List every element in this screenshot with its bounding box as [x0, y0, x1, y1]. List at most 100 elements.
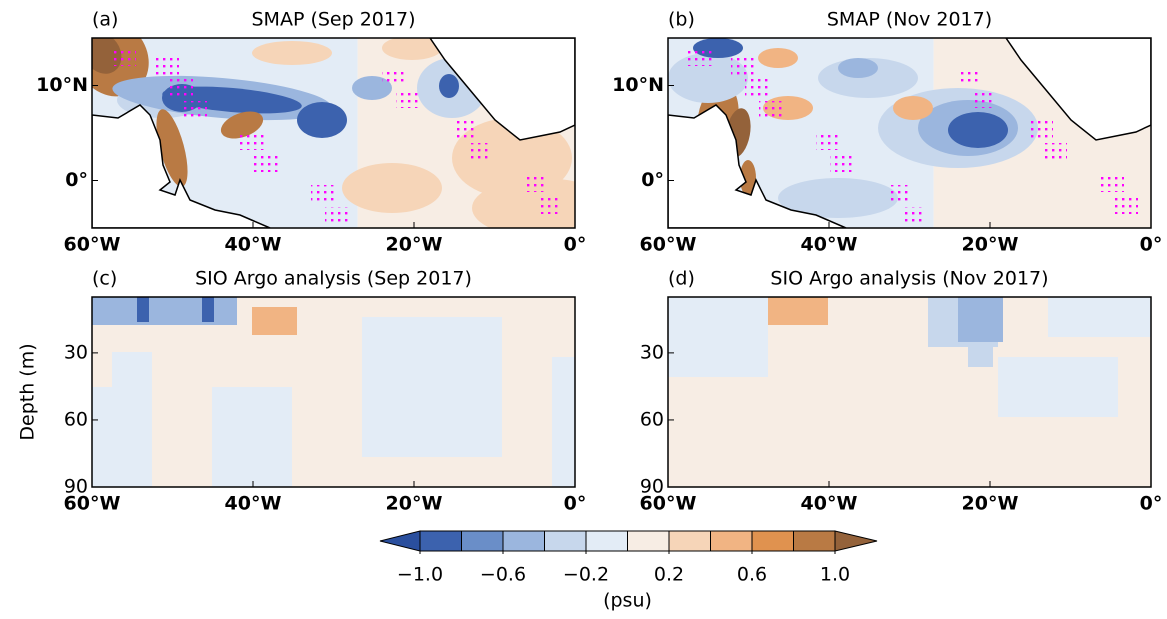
stipple [830, 154, 854, 172]
colorbar-unit: (psu) [603, 590, 652, 612]
x-tick-label: 60°W [640, 493, 697, 515]
stipple [254, 154, 278, 172]
stipple [155, 57, 179, 75]
field-patch [156, 109, 188, 187]
x-tick-label: 20°W [386, 493, 443, 515]
frame [667, 296, 1152, 488]
x-tick-label: 0° [564, 493, 587, 515]
stipple [112, 48, 136, 66]
colorbar-over [834, 530, 878, 552]
field-patch [362, 317, 502, 457]
field-patch [968, 342, 993, 367]
stipple [524, 174, 548, 192]
field-patch [552, 357, 575, 487]
field-patch [252, 41, 332, 65]
y-tick-label: 10°N [612, 74, 664, 96]
colorbar-box [502, 530, 545, 552]
field-patch [740, 160, 756, 196]
x-tick-label: 0° [1140, 493, 1163, 515]
y-tick-label: 0° [641, 169, 664, 191]
y-tick-label: 90 [640, 476, 664, 498]
y-tick-label: 30 [64, 341, 88, 363]
stipple [1114, 196, 1138, 214]
stipple [467, 143, 491, 161]
field [668, 297, 1151, 487]
stipple [183, 101, 207, 119]
stipple [972, 90, 996, 108]
stipple [958, 68, 982, 86]
stipple [688, 48, 712, 66]
x-tick-label: 40°W [801, 493, 858, 515]
x-tick-label: 40°W [225, 493, 282, 515]
field-patch [758, 48, 798, 68]
y-tick-label: 90 [64, 476, 88, 498]
land [429, 38, 575, 141]
field-patch [893, 96, 933, 120]
field-patch [778, 178, 898, 218]
colorbar-box [419, 530, 462, 552]
field-patch [998, 158, 1138, 218]
x-tick-label: 40°W [801, 234, 858, 256]
field-patch [252, 307, 297, 335]
colorbar-tick-label: −0.2 [563, 564, 609, 586]
colorbar-box [461, 530, 504, 552]
field-patch [112, 352, 152, 392]
colorbar-box [710, 530, 753, 552]
stipple [745, 79, 769, 97]
field [92, 38, 575, 228]
colorbar-under [379, 530, 421, 552]
colorbar-box [668, 530, 711, 552]
y-tick-label: 0° [65, 169, 88, 191]
stipple [759, 101, 783, 119]
field-patch [472, 178, 575, 228]
stipple [1043, 143, 1067, 161]
colorbar-tick-label: 0.6 [737, 564, 767, 586]
field-patch [958, 297, 1003, 342]
colorbar-box [793, 530, 836, 552]
frame [667, 37, 1152, 229]
stipple [311, 185, 335, 203]
colorbar-tick-label: −1.0 [397, 564, 443, 586]
panel-title: SIO Argo analysis (Sep 2017) [195, 268, 472, 290]
x-tick-label: 40°W [225, 234, 282, 256]
field-patch [220, 111, 264, 139]
panel-label: (a) [92, 9, 118, 31]
field-patch [92, 387, 152, 487]
stipple [1029, 121, 1053, 139]
land [1005, 38, 1151, 141]
x-tick-label: 60°W [64, 493, 121, 515]
colorbar-tick-label: −0.6 [480, 564, 526, 586]
panel-title: SMAP (Sep 2017) [252, 9, 416, 31]
frame [91, 37, 576, 229]
land [92, 104, 271, 228]
stipple [887, 185, 911, 203]
stipple [240, 132, 264, 150]
stipple [816, 132, 840, 150]
colorbar-box [544, 530, 587, 552]
stipple [169, 79, 193, 97]
y-tick-label: 60 [640, 408, 664, 430]
field-patch [948, 112, 1008, 148]
land [668, 104, 847, 228]
y-tick-label: 10°N [36, 74, 88, 96]
field-patch [668, 297, 768, 377]
colorbar-tick-label: 0.2 [654, 564, 684, 586]
field-patch [768, 297, 828, 325]
y-tick-label: 30 [640, 341, 664, 363]
panel-label: (d) [668, 268, 695, 290]
x-tick-label: 20°W [386, 234, 443, 256]
panel-label: (b) [668, 9, 695, 31]
field-patch [998, 357, 1118, 417]
field-patch [297, 102, 347, 138]
field-patch [212, 387, 292, 487]
frame [91, 296, 576, 488]
x-tick-label: 0° [564, 234, 587, 256]
x-tick-label: 20°W [962, 493, 1019, 515]
stipple [396, 90, 420, 108]
field [668, 38, 1151, 228]
field-patch [439, 74, 459, 98]
x-tick-label: 20°W [962, 234, 1019, 256]
y-axis-label: Depth (m) [17, 343, 39, 440]
